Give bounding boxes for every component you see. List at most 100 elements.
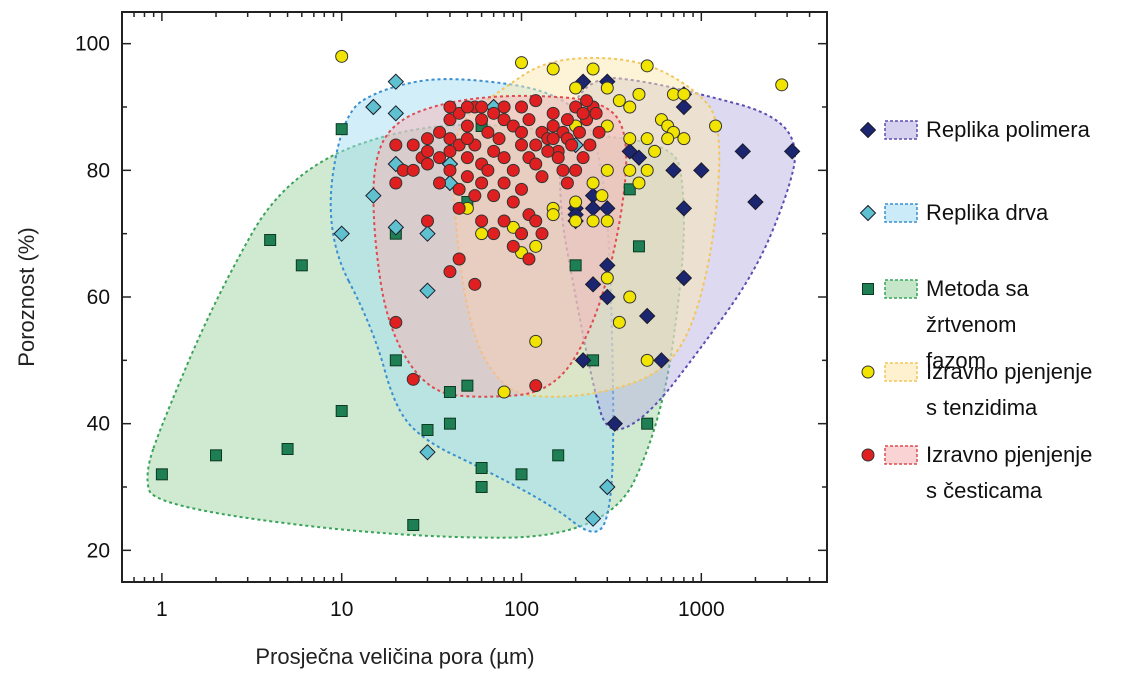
x-axis-label: Prosječna veličina pora (µm) <box>255 644 534 669</box>
point-izravno-pjenjenje-s-cesticama <box>475 176 489 190</box>
point-izravno-pjenjenje-s-cesticama <box>460 170 474 184</box>
point-izravno-pjenjenje-s-tenzidima <box>648 144 662 158</box>
point-izravno-pjenjenje-s-tenzidima <box>677 132 691 146</box>
point-replika-drva <box>387 105 405 122</box>
point-izravno-pjenjenje-s-cesticama <box>433 125 447 139</box>
point-izravno-pjenjenje-s-cesticama <box>560 113 574 127</box>
legend-label-replika-polimera: Replika polimera <box>926 117 1091 142</box>
point-izravno-pjenjenje-s-tenzidima <box>515 56 529 70</box>
point-metoda-sa-zrtvenom-fazom <box>155 468 168 481</box>
point-izravno-pjenjenje-s-cesticama <box>475 113 489 127</box>
point-izravno-pjenjenje-s-cesticama <box>572 125 586 139</box>
point-izravno-pjenjenje-s-cesticama <box>522 252 536 266</box>
x-tick-label: 100 <box>504 598 539 621</box>
legend-label-metoda-sa-zrtvenom-fazom: fazom <box>926 348 986 373</box>
point-izravno-pjenjenje-s-cesticama <box>580 94 594 108</box>
point-izravno-pjenjenje-s-cesticama <box>589 106 603 120</box>
point-izravno-pjenjenje-s-cesticama <box>546 132 560 146</box>
point-izravno-pjenjenje-s-cesticama <box>515 138 529 152</box>
legend-swatch-izravno-pjenjenje-s-cesticama <box>884 445 918 465</box>
legend-label-metoda-sa-zrtvenom-fazom: žrtvenom <box>926 312 1016 337</box>
point-replika-polimera <box>665 162 682 179</box>
point-izravno-pjenjenje-s-tenzidima <box>640 59 654 73</box>
point-izravno-pjenjenje-s-tenzidima <box>632 87 646 101</box>
point-izravno-pjenjenje-s-cesticama <box>497 100 511 114</box>
point-izravno-pjenjenje-s-cesticama <box>515 227 529 241</box>
point-izravno-pjenjenje-s-cesticama <box>535 227 549 241</box>
legend-swatch-izravno-pjenjenje-s-tenzidima <box>884 362 918 382</box>
point-izravno-pjenjenje-s-cesticama <box>515 125 529 139</box>
point-izravno-pjenjenje-s-tenzidima <box>600 214 614 228</box>
point-replika-polimera <box>783 143 801 160</box>
point-replika-polimera <box>574 352 592 369</box>
point-izravno-pjenjenje-s-tenzidima <box>661 132 675 146</box>
point-izravno-pjenjenje-s-cesticama <box>420 214 434 228</box>
point-izravno-pjenjenje-s-cesticama <box>487 227 501 241</box>
point-metoda-sa-zrtvenom-fazom <box>515 468 528 481</box>
region-layer <box>146 56 796 539</box>
point-izravno-pjenjenje-s-cesticama <box>443 113 457 127</box>
point-izravno-pjenjenje-s-tenzidima <box>640 163 654 177</box>
point-izravno-pjenjenje-s-tenzidima <box>569 195 583 209</box>
point-replika-polimera <box>693 162 710 179</box>
point-izravno-pjenjenje-s-cesticama <box>497 214 511 228</box>
point-izravno-pjenjenje-s-tenzidima <box>623 100 637 114</box>
point-izravno-pjenjenje-s-cesticama <box>565 138 579 152</box>
point-izravno-pjenjenje-s-cesticama <box>433 151 447 165</box>
point-izravno-pjenjenje-s-cesticama <box>389 176 403 190</box>
point-izravno-pjenjenje-s-tenzidima <box>595 189 609 203</box>
point-izravno-pjenjenje-s-cesticama <box>569 163 583 177</box>
point-replika-drva <box>333 225 350 242</box>
point-izravno-pjenjenje-s-tenzidima <box>586 214 600 228</box>
point-replika-drva <box>365 98 382 116</box>
point-izravno-pjenjenje-s-cesticama <box>452 182 466 196</box>
point-izravno-pjenjenje-s-cesticama <box>443 100 457 114</box>
point-izravno-pjenjenje-s-cesticama <box>522 113 536 127</box>
point-replika-polimera <box>584 276 602 293</box>
point-izravno-pjenjenje-s-tenzidima <box>623 290 637 304</box>
point-replika-drva <box>387 219 405 236</box>
point-izravno-pjenjenje-s-cesticama <box>492 132 506 146</box>
point-metoda-sa-zrtvenom-fazom <box>335 123 348 136</box>
point-izravno-pjenjenje-s-tenzidima <box>623 163 637 177</box>
point-replika-drva <box>584 510 602 527</box>
point-izravno-pjenjenje-s-cesticama <box>460 119 474 133</box>
y-tick-label: 60 <box>87 286 110 309</box>
point-izravno-pjenjenje-s-tenzidima <box>640 353 654 367</box>
point-izravno-pjenjenje-s-tenzidima <box>632 176 646 190</box>
point-izravno-pjenjenje-s-cesticama <box>529 94 543 108</box>
point-izravno-pjenjenje-s-cesticama <box>460 100 474 114</box>
point-izravno-pjenjenje-s-cesticama <box>460 151 474 165</box>
point-metoda-sa-zrtvenom-fazom <box>421 424 434 436</box>
legend-swatch-metoda-sa-zrtvenom-fazom <box>884 279 918 299</box>
point-replika-polimera <box>599 288 616 306</box>
legend-label-metoda-sa-zrtvenom-fazom: Metoda sa <box>926 276 1029 301</box>
point-izravno-pjenjenje-s-tenzidima <box>569 214 583 228</box>
point-izravno-pjenjenje-s-tenzidima <box>709 119 723 133</box>
point-replika-drva <box>365 187 382 204</box>
legend-marker-metoda-sa-zrtvenom-fazom <box>862 283 874 295</box>
point-izravno-pjenjenje-s-tenzidima <box>612 315 626 329</box>
point-izravno-pjenjenje-s-tenzidima <box>335 49 349 63</box>
point-izravno-pjenjenje-s-tenzidima <box>640 132 654 146</box>
point-replika-polimera <box>653 352 670 369</box>
point-izravno-pjenjenje-s-cesticama <box>497 113 511 127</box>
point-izravno-pjenjenje-s-cesticama <box>515 100 529 114</box>
point-izravno-pjenjenje-s-cesticama <box>452 201 466 215</box>
point-metoda-sa-zrtvenom-fazom <box>443 417 456 430</box>
point-izravno-pjenjenje-s-cesticama <box>481 125 495 139</box>
point-izravno-pjenjenje-s-tenzidima <box>529 334 543 348</box>
point-metoda-sa-zrtvenom-fazom <box>461 379 474 392</box>
point-izravno-pjenjenje-s-cesticama <box>443 144 457 158</box>
y-tick-label: 100 <box>75 33 110 56</box>
point-replika-polimera <box>638 307 656 325</box>
point-replika-drva <box>599 478 616 496</box>
point-izravno-pjenjenje-s-cesticama <box>420 144 434 158</box>
point-izravno-pjenjenje-s-cesticama <box>475 214 489 228</box>
point-izravno-pjenjenje-s-cesticama <box>460 132 474 146</box>
point-izravno-pjenjenje-s-cesticama <box>546 106 560 120</box>
point-izravno-pjenjenje-s-cesticama <box>443 265 457 279</box>
point-metoda-sa-zrtvenom-fazom <box>552 449 565 462</box>
legend-marker-replika-drva <box>859 204 877 222</box>
point-izravno-pjenjenje-s-cesticama <box>420 157 434 171</box>
